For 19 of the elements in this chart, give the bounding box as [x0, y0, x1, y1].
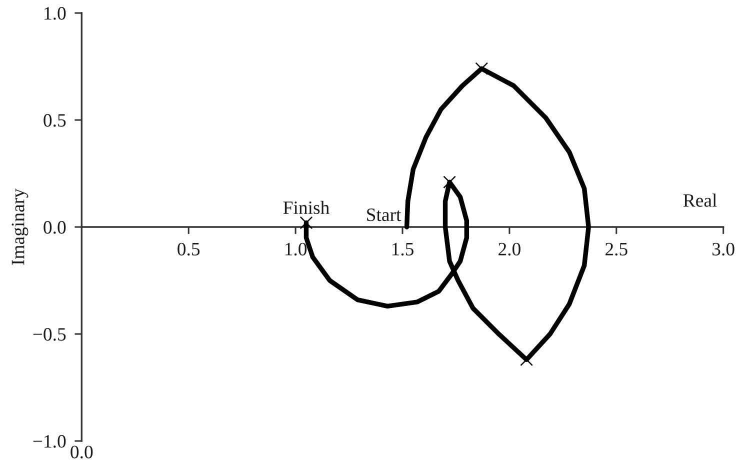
y-axis-title: Imaginary — [12, 188, 28, 265]
point — [475, 62, 488, 76]
text: 0.0 — [70, 446, 93, 458]
annotation: Start — [367, 208, 402, 222]
y-tick-label: 0.5 — [44, 114, 66, 127]
y-tick-label: −1.0 — [33, 435, 66, 448]
x-tick-label: 2.0 — [498, 242, 520, 256]
x-tick-label: 0.5 — [178, 242, 200, 256]
point — [300, 216, 313, 230]
x-tick-label: 1.5 — [392, 242, 414, 256]
annotation: Finish — [283, 200, 330, 214]
x-tick-label: 2.5 — [605, 242, 628, 256]
y-tick-label: 0.0 — [44, 221, 66, 234]
y-tick-label: −0.5 — [33, 328, 66, 341]
x-tick-label: 3.0 — [712, 242, 734, 256]
y-tick-label: 1.0 — [44, 7, 66, 20]
point — [443, 176, 456, 188]
x-tick-label: 1.0 — [285, 242, 307, 256]
x-axis-title: Real — [683, 194, 717, 207]
